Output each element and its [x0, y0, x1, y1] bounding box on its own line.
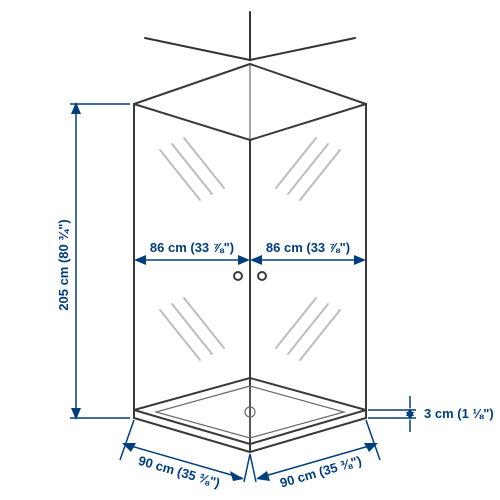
base-height-label: 3 cm (1 ⅛") — [424, 406, 494, 421]
dimension-height: 205 cm (80 ¾") — [56, 102, 130, 420]
door-left-label: 86 cm (33 ⅞") — [150, 240, 234, 255]
door-right-label: 86 cm (33 ⅞") — [266, 240, 350, 255]
dimension-base-left: 90 cm (35 ⅜") — [120, 420, 250, 490]
dimension-door-left: 86 cm (33 ⅞") — [134, 240, 250, 265]
shower-enclosure — [134, 64, 366, 452]
height-label: 205 cm (80 ¾") — [56, 219, 71, 310]
dimension-diagram: 205 cm (80 ¾") 86 cm (33 ⅞") 86 cm (33 ⅞… — [0, 0, 500, 500]
dimension-base-height: 3 cm (1 ⅛") — [368, 396, 494, 432]
base-left-label: 90 cm (35 ⅜") — [137, 453, 222, 491]
diagram-svg: 205 cm (80 ¾") 86 cm (33 ⅞") 86 cm (33 ⅞… — [0, 0, 500, 500]
wall-corner — [145, 12, 355, 60]
base-right-label: 90 cm (35 ⅜") — [278, 453, 363, 491]
dimension-door-right: 86 cm (33 ⅞") — [250, 240, 366, 265]
dimension-base-right: 90 cm (35 ⅜") — [250, 420, 380, 490]
